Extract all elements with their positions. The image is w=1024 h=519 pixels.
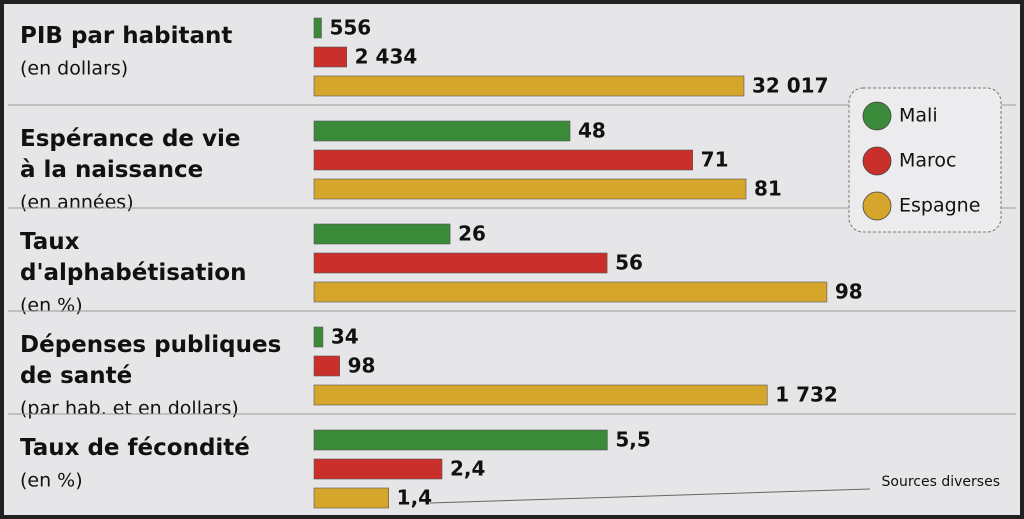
value-label: 48 — [578, 119, 606, 143]
value-label: 32 017 — [752, 74, 829, 98]
legend-label: Espagne — [899, 195, 980, 217]
title-line: de santé — [20, 363, 132, 389]
value-label: 71 — [701, 148, 729, 172]
group-subtitle: (par hab. et en dollars) — [20, 398, 239, 420]
group-title: Dépenses publiques de santé — [20, 332, 281, 389]
source-rule — [429, 488, 871, 504]
value-label: 34 — [331, 325, 359, 349]
title-line: d'alphabétisation — [20, 260, 246, 286]
value-label: 56 — [615, 251, 643, 275]
legend-swatch — [862, 146, 892, 176]
bar — [313, 326, 324, 348]
value-label: 556 — [329, 16, 371, 40]
group-subtitle: (en années) — [20, 192, 134, 214]
value-label: 81 — [754, 177, 782, 201]
bar — [313, 429, 608, 451]
title-line: Dépenses publiques — [20, 332, 281, 358]
bar — [313, 458, 443, 480]
group-subtitle: (en %) — [20, 295, 83, 317]
value-label: 5,5 — [615, 428, 650, 452]
group-title: PIB par habitant — [20, 23, 232, 49]
bar — [313, 17, 322, 39]
group-title: Taux d'alphabétisation — [20, 229, 246, 286]
value-label: 2,4 — [450, 457, 485, 481]
bar — [313, 355, 340, 377]
legend-swatch — [862, 191, 892, 221]
bar — [313, 384, 768, 406]
source: Sources diverses — [882, 474, 1000, 490]
bar — [313, 46, 347, 68]
group-title: Taux de fécondité — [20, 435, 250, 461]
bar — [313, 281, 828, 303]
group-subtitle: (en %) — [20, 470, 83, 492]
value-label: 98 — [835, 280, 863, 304]
title-line: à la naissance — [20, 157, 203, 183]
value-label: 26 — [458, 222, 486, 246]
bar — [313, 120, 571, 142]
bar — [313, 487, 389, 509]
legend-label: Maroc — [899, 150, 957, 172]
group-subtitle: (en dollars) — [20, 58, 128, 80]
title-line: PIB par habitant — [20, 23, 232, 49]
title-line: Espérance de vie — [20, 126, 241, 152]
legend-swatch — [862, 101, 892, 131]
bar — [313, 252, 608, 274]
title-line: Taux de fécondité — [20, 435, 250, 461]
value-label: 98 — [348, 354, 376, 378]
legend-label: Mali — [899, 105, 938, 127]
title-line: Taux — [20, 229, 80, 255]
value-label: 2 434 — [355, 45, 418, 69]
bar — [313, 223, 451, 245]
bar — [313, 149, 693, 171]
value-label: 1 732 — [775, 383, 838, 407]
value-label: 1,4 — [397, 486, 432, 510]
bar — [313, 75, 745, 97]
group-title: Espérance de vie à la naissance — [20, 126, 241, 183]
bar — [313, 178, 747, 200]
